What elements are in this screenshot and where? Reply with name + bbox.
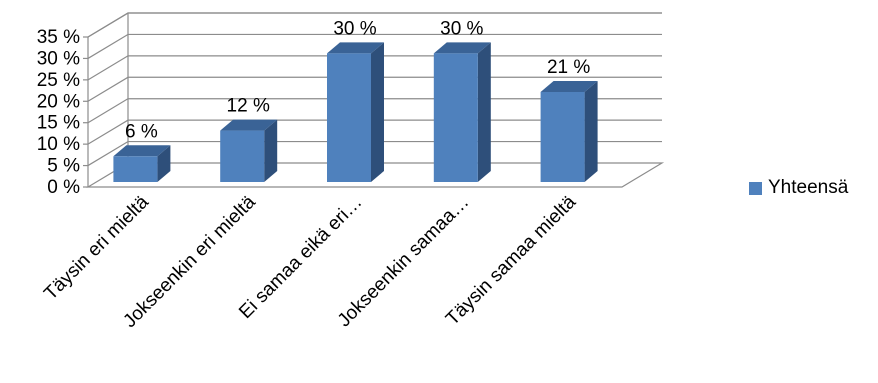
bar-front: [540, 92, 585, 182]
bar-front: [220, 130, 265, 182]
legend-swatch: [749, 181, 762, 195]
gridline: [87, 33, 662, 59]
bar-top: [433, 42, 491, 54]
data-label: 21 %: [547, 57, 590, 78]
bar: [327, 42, 384, 182]
y-tick-label: 15 %: [37, 113, 80, 134]
bar-side: [584, 81, 598, 182]
data-label: 6 %: [125, 121, 158, 142]
y-axis-ticks: 0 %5 %10 %15 %20 %25 %30 %35 %: [37, 27, 80, 198]
data-label: 30 %: [333, 18, 376, 39]
bar-side: [264, 119, 278, 182]
y-tick-label: 35 %: [37, 27, 80, 48]
data-label: 12 %: [227, 96, 270, 117]
bar-front: [113, 156, 158, 182]
data-labels: 6 % 12 % 30 % 30 % 21 %: [125, 18, 590, 142]
category-label: Täysin eri mieltä: [40, 191, 153, 304]
legend-label: Yhteensä: [768, 177, 849, 198]
bar-side: [157, 145, 171, 182]
bar: [113, 145, 171, 182]
bar-top: [113, 145, 171, 157]
bar: [433, 42, 491, 182]
bar-front: [327, 53, 371, 182]
bar-front: [433, 53, 478, 182]
bars: [113, 42, 598, 182]
y-tick-label: 20 %: [37, 91, 80, 112]
data-label: 30 %: [440, 18, 483, 39]
bar-side: [371, 42, 384, 182]
y-tick-label: 10 %: [37, 134, 80, 155]
y-tick-label: 30 %: [37, 48, 80, 69]
y-tick-label: 25 %: [37, 70, 80, 91]
bar: [220, 119, 278, 182]
y-tick-label: 0 %: [47, 177, 80, 198]
bar-top: [327, 42, 384, 54]
bar: [540, 81, 598, 182]
gridline: [87, 12, 662, 38]
bar-side: [477, 42, 491, 182]
bar-top: [220, 119, 278, 131]
legend: Yhteensä: [749, 177, 848, 199]
y-tick-label: 5 %: [47, 156, 80, 177]
bar-top: [540, 81, 598, 92]
